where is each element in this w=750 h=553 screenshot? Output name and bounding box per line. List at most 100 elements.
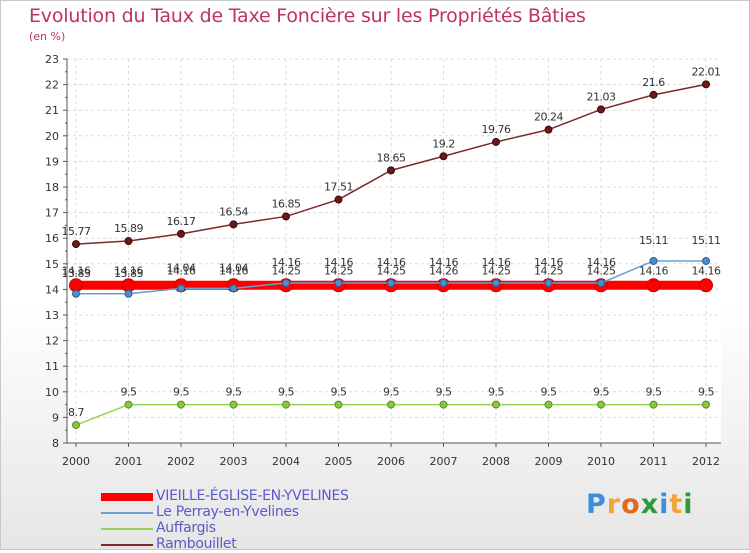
data-point-vieille-eglise-en-yvelines bbox=[699, 278, 713, 293]
data-point-auffargis bbox=[597, 400, 605, 409]
logo-letter: i bbox=[683, 489, 694, 520]
data-point-auffargis bbox=[72, 421, 80, 430]
data-label-rambouillet: 16.54 bbox=[219, 205, 248, 218]
data-point-le-perray-en-yvelines bbox=[229, 284, 238, 293]
data-point-rambouillet bbox=[544, 125, 553, 134]
data-point-rambouillet bbox=[492, 137, 500, 146]
data-point-auffargis bbox=[282, 400, 290, 409]
data-label-rambouillet: 19.76 bbox=[482, 123, 511, 136]
data-point-le-perray-en-yvelines bbox=[72, 289, 80, 298]
legend-swatch bbox=[101, 528, 153, 530]
data-label-rambouillet: 15.89 bbox=[114, 222, 143, 235]
y-tick-label: 19 bbox=[45, 155, 59, 168]
data-label-auffargis: 9.5 bbox=[646, 386, 662, 399]
y-tick-label: 21 bbox=[45, 104, 59, 117]
data-label-auffargis: 9.5 bbox=[436, 386, 452, 399]
data-point-rambouillet bbox=[229, 220, 238, 229]
y-tick-label: 10 bbox=[45, 386, 59, 399]
data-point-rambouillet bbox=[702, 80, 710, 89]
logo-letter: o bbox=[621, 489, 641, 520]
data-point-rambouillet bbox=[72, 240, 80, 249]
data-label-le-perray-en-yvelines: 14.04 bbox=[219, 261, 248, 274]
data-point-rambouillet bbox=[334, 195, 343, 204]
data-label-auffargis: 9.5 bbox=[488, 386, 504, 399]
y-tick-label: 22 bbox=[45, 79, 59, 92]
data-label-auffargis: 9.5 bbox=[698, 386, 714, 399]
data-label-auffargis: 8.7 bbox=[68, 406, 84, 419]
x-tick-label: 2009 bbox=[535, 455, 563, 468]
chart-title: Evolution du Taux de Taxe Foncière sur l… bbox=[29, 5, 586, 27]
data-label-auffargis: 9.5 bbox=[226, 386, 242, 399]
data-label-vieille-eglise-en-yvelines: 14.16 bbox=[639, 264, 668, 277]
data-point-rambouillet bbox=[177, 229, 185, 238]
data-label-le-perray-en-yvelines: 15.11 bbox=[692, 234, 721, 247]
logo-letter: t bbox=[669, 489, 684, 520]
data-point-le-perray-en-yvelines bbox=[124, 289, 133, 298]
data-label-le-perray-en-yvelines: 14.16 bbox=[534, 256, 563, 269]
data-point-auffargis bbox=[387, 400, 395, 409]
data-label-rambouillet: 16.17 bbox=[167, 215, 196, 228]
data-point-auffargis bbox=[649, 400, 658, 409]
data-label-le-perray-en-yvelines: 13.83 bbox=[62, 267, 91, 280]
y-axis-unit-label: (en %) bbox=[29, 30, 66, 43]
data-point-le-perray-en-yvelines bbox=[597, 279, 605, 287]
data-label-vieille-eglise-en-yvelines: 14.16 bbox=[114, 264, 143, 277]
data-label-vieille-eglise-en-yvelines: 14.25 bbox=[534, 264, 563, 277]
data-point-rambouillet bbox=[597, 105, 605, 114]
data-point-rambouillet bbox=[649, 90, 658, 99]
legend-label: VIEILLE-ÉGLISE-EN-YVELINES bbox=[156, 488, 349, 504]
y-tick-label: 11 bbox=[45, 360, 59, 373]
data-label-le-perray-en-yvelines: 14.16 bbox=[429, 256, 458, 269]
y-tick-label: 23 bbox=[45, 53, 59, 66]
data-label-rambouillet: 22.01 bbox=[692, 65, 721, 78]
data-label-rambouillet: 17.51 bbox=[324, 181, 353, 194]
data-point-auffargis bbox=[702, 400, 710, 409]
legend-swatch bbox=[101, 512, 153, 514]
y-tick-label: 13 bbox=[45, 309, 59, 322]
x-tick-label: 2005 bbox=[325, 455, 353, 468]
data-point-rambouillet bbox=[387, 166, 395, 175]
y-tick-label: 15 bbox=[45, 258, 59, 271]
data-label-le-perray-en-yvelines: 14.16 bbox=[324, 256, 353, 269]
data-label-vieille-eglise-en-yvelines: 14.25 bbox=[324, 264, 353, 277]
data-label-le-perray-en-yvelines: 14.16 bbox=[587, 256, 616, 269]
data-label-auffargis: 9.5 bbox=[383, 386, 399, 399]
y-tick-label: 18 bbox=[45, 181, 59, 194]
legend-label: Le Perray-en-Yvelines bbox=[156, 504, 299, 520]
data-label-auffargis: 9.5 bbox=[173, 386, 189, 399]
data-label-le-perray-en-yvelines: 13.83 bbox=[114, 267, 143, 280]
x-tick-label: 2004 bbox=[272, 455, 300, 468]
data-label-rambouillet: 20.24 bbox=[534, 111, 563, 124]
data-label-le-perray-en-yvelines: 14.16 bbox=[272, 256, 301, 269]
data-label-vieille-eglise-en-yvelines: 14.25 bbox=[272, 264, 301, 277]
data-point-auffargis bbox=[334, 400, 343, 409]
data-label-rambouillet: 19.2 bbox=[432, 137, 455, 150]
data-label-auffargis: 9.5 bbox=[278, 386, 294, 399]
legend-label: Auffargis bbox=[156, 520, 216, 536]
data-label-rambouillet: 21.6 bbox=[642, 76, 665, 89]
data-point-auffargis bbox=[229, 400, 238, 409]
data-point-rambouillet bbox=[124, 237, 133, 246]
data-point-auffargis bbox=[544, 400, 553, 409]
data-point-auffargis bbox=[124, 400, 133, 409]
legend-swatch bbox=[101, 544, 153, 546]
plot-area bbox=[67, 59, 721, 443]
data-point-le-perray-en-yvelines bbox=[282, 279, 290, 287]
y-tick-label: 9 bbox=[52, 411, 59, 424]
data-point-le-perray-en-yvelines bbox=[334, 279, 343, 287]
data-point-le-perray-en-yvelines bbox=[439, 279, 448, 287]
y-tick-label: 14 bbox=[45, 283, 59, 296]
data-label-rambouillet: 16.85 bbox=[272, 197, 301, 210]
x-tick-label: 2002 bbox=[167, 455, 195, 468]
data-point-vieille-eglise-en-yvelines bbox=[646, 278, 661, 293]
data-label-vieille-eglise-en-yvelines: 14.16 bbox=[219, 264, 248, 277]
legend-label: Rambouillet bbox=[156, 536, 237, 552]
x-tick-label: 2010 bbox=[587, 455, 615, 468]
x-tick-label: 2011 bbox=[640, 455, 668, 468]
data-point-le-perray-en-yvelines bbox=[544, 279, 553, 287]
data-label-vieille-eglise-en-yvelines: 14.25 bbox=[587, 264, 616, 277]
data-point-le-perray-en-yvelines bbox=[387, 279, 395, 287]
proxiti-logo: Proxiti bbox=[586, 489, 694, 520]
